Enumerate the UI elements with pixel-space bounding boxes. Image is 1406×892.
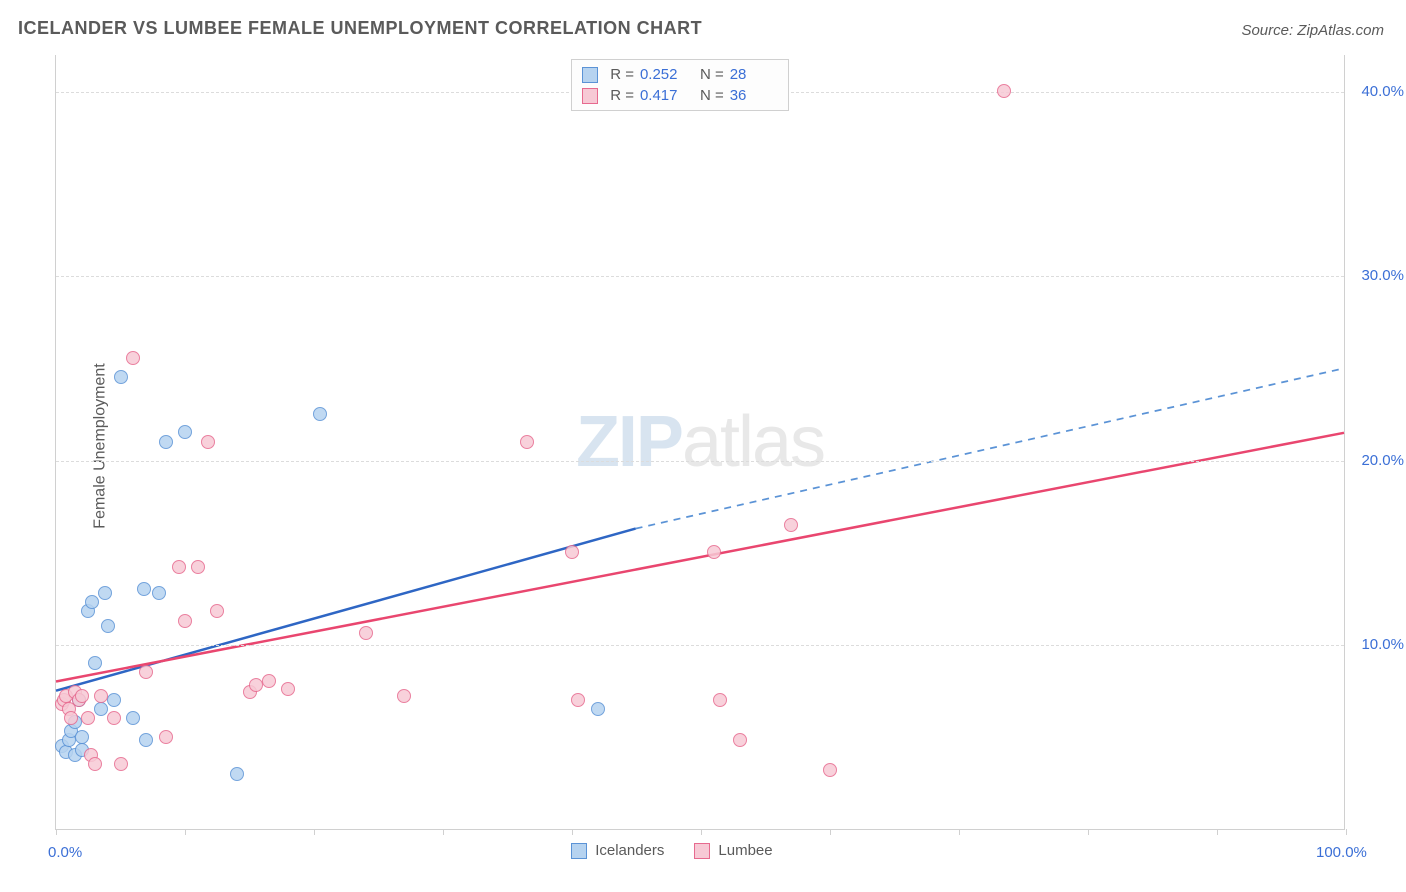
scatter-point [397,689,411,703]
scatter-point [126,351,140,365]
scatter-point [565,545,579,559]
scatter-point [571,693,585,707]
scatter-point [85,595,99,609]
correlation-legend: R = 0.252 N = 28 R = 0.417 N = 36 [571,59,789,111]
x-tick [443,829,444,835]
scatter-point [159,435,173,449]
legend-r-value: 0.252 [640,66,688,83]
scatter-point [101,619,115,633]
legend-series-name: Icelanders [595,842,664,859]
scatter-point [94,689,108,703]
y-tick-label: 40.0% [1361,83,1404,100]
scatter-point [823,763,837,777]
scatter-point [178,614,192,628]
legend-r-label: R = [610,66,634,83]
series-legend: Icelanders Lumbee [571,842,772,859]
scatter-point [88,656,102,670]
scatter-point [707,545,721,559]
scatter-point [137,582,151,596]
legend-series-name: Lumbee [718,842,772,859]
grid-line [56,645,1344,646]
scatter-point [64,711,78,725]
y-tick-label: 30.0% [1361,267,1404,284]
scatter-point [107,693,121,707]
chart-title: ICELANDER VS LUMBEE FEMALE UNEMPLOYMENT … [18,18,702,39]
legend-item: Lumbee [694,842,772,859]
scatter-point [733,733,747,747]
scatter-point [114,757,128,771]
y-tick-label: 20.0% [1361,452,1404,469]
x-tick [959,829,960,835]
grid-line [56,276,1344,277]
legend-r-label: R = [610,87,634,104]
x-tick [56,829,57,835]
scatter-point [107,711,121,725]
scatter-point [591,702,605,716]
scatter-point [313,407,327,421]
scatter-point [94,702,108,716]
scatter-point [114,370,128,384]
x-tick [1346,829,1347,835]
legend-item: Icelanders [571,842,664,859]
scatter-point [88,757,102,771]
scatter-point [172,560,186,574]
scatter-point [75,689,89,703]
scatter-point [997,84,1011,98]
scatter-point [75,730,89,744]
y-tick-label: 10.0% [1361,636,1404,653]
scatter-point [159,730,173,744]
trend-line-solid [56,433,1344,682]
scatter-point [126,711,140,725]
scatter-point [359,626,373,640]
x-tick-label: 0.0% [48,844,82,861]
scatter-point [201,435,215,449]
scatter-point [230,767,244,781]
grid-line [56,461,1344,462]
x-tick [572,829,573,835]
scatter-point [152,586,166,600]
legend-n-label: N = [700,87,724,104]
scatter-point [178,425,192,439]
legend-n-value: 28 [730,66,778,83]
x-tick [185,829,186,835]
x-tick [830,829,831,835]
x-tick [314,829,315,835]
x-tick [1217,829,1218,835]
scatter-point [81,711,95,725]
scatter-point [281,682,295,696]
legend-n-label: N = [700,66,724,83]
scatter-point [713,693,727,707]
x-tick-label: 100.0% [1316,844,1367,861]
legend-row: R = 0.417 N = 36 [582,85,778,106]
legend-swatch [571,843,587,859]
legend-r-value: 0.417 [640,87,688,104]
legend-swatch [582,67,598,83]
trend-line-dashed [636,368,1344,528]
plot-area: ZIPatlas 10.0%20.0%30.0%40.0%0.0%100.0%R… [55,55,1345,830]
x-tick [701,829,702,835]
scatter-point [784,518,798,532]
legend-n-value: 36 [730,87,778,104]
scatter-point [191,560,205,574]
source-attribution: Source: ZipAtlas.com [1241,22,1384,39]
scatter-point [262,674,276,688]
scatter-point [249,678,263,692]
scatter-point [139,665,153,679]
scatter-point [520,435,534,449]
legend-swatch [694,843,710,859]
scatter-point [210,604,224,618]
legend-swatch [582,88,598,104]
x-tick [1088,829,1089,835]
legend-row: R = 0.252 N = 28 [582,64,778,85]
scatter-point [139,733,153,747]
trend-lines [56,55,1344,829]
scatter-point [98,586,112,600]
